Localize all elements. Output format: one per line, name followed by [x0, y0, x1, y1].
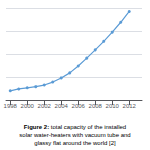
svg-text:glassy flat around the world [: glassy flat around the world [2]: [34, 140, 116, 146]
svg-text:1998: 1998: [4, 103, 18, 109]
svg-text:2012: 2012: [123, 103, 137, 109]
svg-text:2010: 2010: [106, 103, 120, 109]
svg-text:total capacity of the installe: total capacity of the installed: [49, 124, 126, 130]
svg-text:2006: 2006: [72, 103, 86, 109]
svg-text:2004: 2004: [55, 103, 69, 109]
svg-text:solar water-heaters with vacuu: solar water-heaters with vacuum tube and: [19, 132, 130, 138]
svg-text:2008: 2008: [89, 103, 103, 109]
svg-text:Figure 2:: Figure 2:: [24, 124, 49, 130]
svg-text:2002: 2002: [38, 103, 52, 109]
svg-text:2000: 2000: [21, 103, 35, 109]
